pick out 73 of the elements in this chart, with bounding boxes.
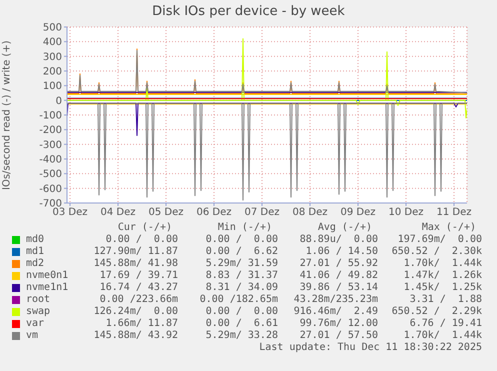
text: 8.83 / 31.37 [206,270,278,282]
text: 3.31 / 1.88 [410,294,482,306]
y-tick-label: 0 [56,96,62,107]
text: 127.90m/ 11.87 [94,246,178,258]
text: 39.86 / 53.14 [300,282,378,294]
text: 0.00 / 6.61 [206,318,278,330]
text: 27.01 / 55.92 [300,258,378,270]
y-tick-label: 400 [42,37,62,48]
text: 1.70k/ 1.44k [404,258,482,270]
text: 6.76 / 19.41 [410,318,482,330]
text: 0.00 / 0.00 [106,234,178,246]
y-tick-label: -300 [39,140,62,151]
y-tick-label: -600 [39,184,62,195]
text: Avg (-/+) [318,222,372,234]
legend-label: nvme0n1 [26,270,68,282]
text: 650.52 / 2.29k [392,306,482,318]
legend-label: md2 [26,258,44,270]
text: 650.52 / 2.30k [392,246,482,258]
x-tick-label: 08 Dez [292,207,328,218]
text: 27.01 / 57.50 [300,330,378,342]
text: 1.47k/ 1.26k [404,270,482,282]
x-tick-label: 10 Dez [388,207,424,218]
text: 197.69m/ 0.00 [398,234,482,246]
legend-label: swap [26,306,50,318]
y-tick-label: 300 [42,52,62,63]
text: 88.89u/ 0.00 [300,234,378,246]
legend-label: var [26,318,44,330]
legend-label: root [26,294,50,306]
text: 16.74 / 43.27 [100,282,178,294]
x-tick-label: 04 Dez [100,207,136,218]
legend-label: vm [26,330,38,342]
x-tick-label: 05 Dez [148,207,184,218]
x-tick-label: 06 Dez [196,207,232,218]
legend-label: md0 [26,234,44,246]
y-tick-label: -500 [39,169,62,180]
text: 41.06 / 49.82 [300,270,378,282]
x-tick-label: 07 Dez [244,207,280,218]
text: 8.31 / 34.09 [206,282,278,294]
text: 1.66m/ 11.87 [106,318,178,330]
text: 126.24m/ 0.00 [94,306,178,318]
x-tick-label: 09 Dez [340,207,376,218]
text: 0.00 /223.66m [100,294,178,306]
y-tick-label: -400 [39,154,62,166]
text: 5.29m/ 31.59 [206,258,278,270]
y-tick-label: -100 [39,110,62,122]
y-tick-label: 200 [42,66,62,78]
text: 0.00 /182.65m [200,294,278,306]
text: 1.70k/ 1.44k [404,330,482,342]
text: 916.46m/ 2.49 [294,306,378,318]
text: Cur (-/+) [118,222,172,234]
text: 1.06 / 14.50 [306,246,378,258]
y-tick-label: 500 [42,22,62,34]
text: Min (-/+) [218,222,272,234]
legend-label: nvme1n1 [26,282,68,294]
x-tick-label: 11 Dez [436,207,472,218]
text: 0.00 / 6.62 [206,246,278,258]
text: 43.28m/235.23m [294,294,378,306]
text: Max (-/+) [422,222,476,234]
y-tick-label: -200 [39,125,62,136]
legend-label: md1 [26,246,44,258]
text: 5.29m/ 33.28 [206,330,278,342]
text: 145.88m/ 43.92 [94,330,178,342]
text: 99.76m/ 12.00 [300,318,378,330]
text: 17.69 / 39.71 [100,270,178,282]
text: 0.00 / 0.00 [206,234,278,246]
text: 145.88m/ 41.98 [94,258,178,270]
y-tick-label: 100 [42,81,62,92]
text: 1.45k/ 1.25k [404,282,482,294]
y-axis-title: IOs/second read (-) / write (+) [2,40,13,190]
text: 0.00 / 0.00 [206,306,278,318]
text: Last update: Thu Dec 11 18:30:22 2025 [259,342,482,354]
chart-title: Disk IOs per device - by week [151,4,346,19]
x-tick-label: 03 Dez [52,207,88,218]
